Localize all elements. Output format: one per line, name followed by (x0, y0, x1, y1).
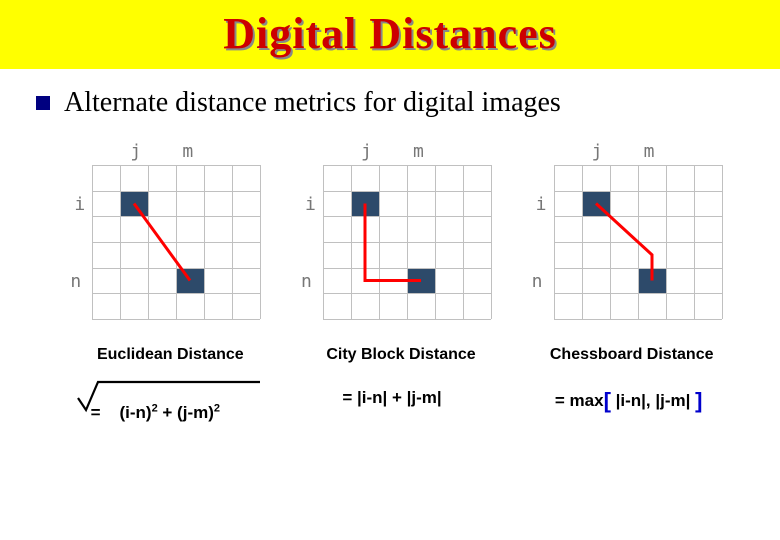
panel-chessboard: jmin Chessboard Distance (531, 143, 732, 364)
slide-title: Digital Distances (223, 9, 557, 58)
bullet-square-icon (36, 96, 50, 110)
eq-sign: = (91, 403, 101, 422)
formula-cityblock-text: = |i-n| + |j-m| (342, 388, 441, 407)
formula-chessboard: = max[ |i-n|, |j-m| ] (525, 388, 732, 438)
caption-cityblock: City Block Distance (326, 346, 475, 364)
formula-cityblock: = |i-n| + |j-m| (289, 388, 496, 438)
rbracket: ] (695, 388, 702, 413)
panel-euclidean: jmin Euclidean Distance (70, 143, 271, 364)
panels-row: jmin Euclidean Distance jmin City Block … (0, 119, 780, 364)
panel-cityblock: jmin City Block Distance (301, 143, 502, 364)
chess-mid: |i-n|, |j-m| (611, 391, 695, 410)
title-bar: Digital Distances (0, 0, 780, 69)
lbracket: [ (604, 388, 611, 413)
formula-euclidean: = (i-n)2 + (j-m)2 (52, 388, 259, 438)
grid-cityblock: jmin (301, 143, 501, 328)
bullet-row: Alternate distance metrics for digital i… (0, 69, 780, 119)
caption-euclidean: Euclidean Distance (97, 346, 244, 364)
formula-row: = (i-n)2 + (j-m)2 = |i-n| + |j-m| = max[… (0, 364, 780, 438)
caption-chessboard: Chessboard Distance (550, 346, 714, 364)
chess-pre: = max (555, 391, 604, 410)
grid-chessboard: jmin (532, 143, 732, 328)
grid-euclidean: jmin (70, 143, 270, 328)
bullet-text: Alternate distance metrics for digital i… (64, 87, 561, 119)
